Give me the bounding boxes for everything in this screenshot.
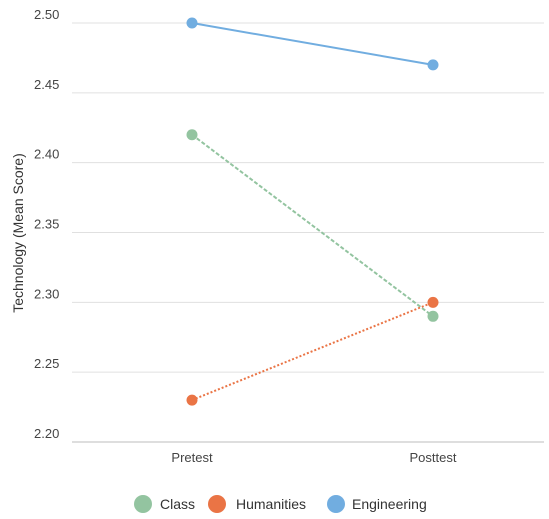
series-lines <box>186 17 439 406</box>
y-tick-label: 2.25 <box>34 356 59 371</box>
data-point <box>186 394 198 406</box>
legend-label: Class <box>160 496 195 512</box>
y-tick-label: 2.50 <box>34 7 59 22</box>
y-axis-title: Technology (Mean Score) <box>10 153 26 313</box>
series-line <box>191 301 434 402</box>
x-tick-label: Posttest <box>410 450 457 465</box>
data-point <box>186 129 198 141</box>
legend-label: Engineering <box>352 496 427 512</box>
series-humanities <box>186 296 439 406</box>
data-point <box>427 296 439 308</box>
y-tick-label: 2.35 <box>34 217 59 232</box>
legend-label: Humanities <box>236 496 306 512</box>
legend-swatch <box>208 495 226 513</box>
x-tick-label: Pretest <box>171 450 213 465</box>
legend-item-humanities: Humanities <box>208 495 306 513</box>
data-point <box>186 17 198 29</box>
legend: Class Humanities Engineering <box>134 495 427 513</box>
y-tick-label: 2.45 <box>34 77 59 92</box>
y-tick-label: 2.30 <box>34 286 59 301</box>
legend-swatch <box>134 495 152 513</box>
series-line <box>191 22 434 66</box>
gridlines <box>72 22 544 443</box>
series-class <box>186 129 439 322</box>
x-axis-ticks: Pretest Posttest <box>171 450 456 465</box>
legend-item-class: Class <box>134 495 195 513</box>
data-point <box>427 59 439 71</box>
y-tick-label: 2.40 <box>34 147 59 162</box>
y-tick-label: 2.20 <box>34 426 59 441</box>
series-line <box>191 133 434 318</box>
series-engineering <box>186 17 439 71</box>
y-axis-ticks: 2.20 2.25 2.30 2.35 2.40 2.45 2.50 <box>34 7 59 441</box>
legend-swatch <box>327 495 345 513</box>
data-point <box>427 310 439 322</box>
legend-item-engineering: Engineering <box>327 495 427 513</box>
